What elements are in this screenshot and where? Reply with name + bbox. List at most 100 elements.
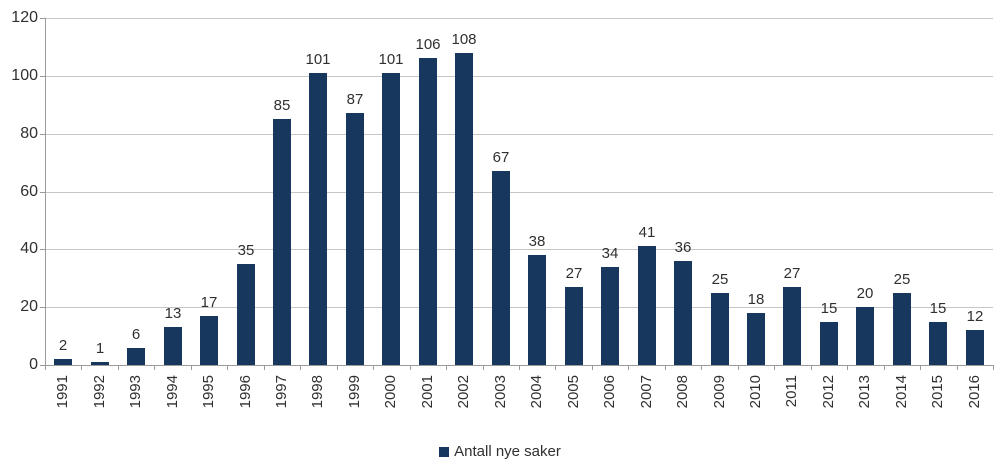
bar-value-label: 15 — [929, 300, 947, 317]
y-axis-tick-label: 20 — [20, 298, 38, 315]
x-axis-tick — [847, 365, 848, 370]
x-axis-tick-label: 1994 — [164, 375, 181, 409]
gridline — [45, 76, 993, 77]
bar-value-label: 20 — [856, 285, 874, 302]
bar — [346, 113, 364, 365]
bar-value-label: 13 — [164, 305, 182, 322]
x-axis-tick-label: 2006 — [601, 375, 618, 409]
x-axis-tick-label: 2005 — [565, 375, 582, 409]
y-axis-tick-label: 100 — [11, 67, 38, 84]
bar-value-label: 27 — [783, 265, 801, 282]
bar-value-label: 85 — [273, 97, 291, 114]
x-axis-tick — [884, 365, 885, 370]
bar-value-label: 87 — [346, 91, 364, 108]
x-axis-tick — [191, 365, 192, 370]
bar — [91, 362, 109, 365]
bar — [200, 316, 218, 365]
y-axis-tick-label: 40 — [20, 240, 38, 257]
x-axis-tick-label: 1992 — [91, 375, 108, 409]
y-axis-tick-label: 80 — [20, 125, 38, 142]
y-axis-line — [45, 18, 46, 365]
y-axis-tick — [40, 18, 45, 19]
bar — [747, 313, 765, 365]
x-axis-tick-label: 2012 — [820, 375, 837, 409]
x-axis-tick-label: 1997 — [273, 375, 290, 409]
y-axis-tick — [40, 249, 45, 250]
y-axis-tick-label: 0 — [29, 356, 38, 373]
bar — [164, 327, 182, 365]
bar — [273, 119, 291, 365]
x-axis-tick — [410, 365, 411, 370]
y-axis-tick — [40, 307, 45, 308]
x-axis-tick — [957, 365, 958, 370]
x-axis-tick-label: 2001 — [419, 375, 436, 409]
x-axis-tick — [483, 365, 484, 370]
bar — [783, 287, 801, 365]
x-axis-tick — [993, 365, 994, 370]
x-axis-tick — [154, 365, 155, 370]
x-axis-tick — [337, 365, 338, 370]
bar-value-label: 67 — [492, 149, 510, 166]
x-axis-tick-label: 1998 — [309, 375, 326, 409]
x-axis-tick-label: 2014 — [893, 375, 910, 409]
x-axis-tick — [738, 365, 739, 370]
x-axis-tick-label: 2008 — [674, 375, 691, 409]
bar — [127, 348, 145, 365]
x-axis-tick-label: 1996 — [237, 375, 254, 409]
bar — [528, 255, 546, 365]
gridline — [45, 307, 993, 308]
x-axis-tick — [774, 365, 775, 370]
x-axis-tick-label: 1995 — [200, 375, 217, 409]
bar — [929, 322, 947, 365]
x-axis-tick — [519, 365, 520, 370]
y-axis-tick-label: 120 — [11, 9, 38, 26]
bar-value-label: 106 — [415, 36, 441, 53]
bar-value-label: 2 — [58, 337, 68, 354]
x-axis-tick — [118, 365, 119, 370]
bar — [419, 58, 437, 365]
x-axis-tick-label: 2016 — [966, 375, 983, 409]
bar-value-label: 36 — [674, 239, 692, 256]
bar — [492, 171, 510, 365]
x-axis-tick-label: 2000 — [382, 375, 399, 409]
legend-label: Antall nye saker — [454, 443, 561, 460]
bar — [638, 246, 656, 365]
x-axis-tick — [811, 365, 812, 370]
bar-value-label: 25 — [893, 271, 911, 288]
bar-value-label: 1 — [95, 340, 105, 357]
x-axis-tick-label: 1991 — [54, 375, 71, 409]
y-axis-tick-label: 60 — [20, 183, 38, 200]
bar-value-label: 101 — [305, 51, 331, 68]
x-axis-tick-label: 2011 — [783, 375, 800, 408]
x-axis-tick-label: 1999 — [346, 375, 363, 409]
bar-value-label: 101 — [378, 51, 404, 68]
bar — [382, 73, 400, 365]
bar — [711, 293, 729, 365]
gridline — [45, 249, 993, 250]
x-axis-tick-label: 2002 — [455, 375, 472, 409]
legend: Antall nye saker — [0, 443, 1000, 460]
bar-value-label: 27 — [565, 265, 583, 282]
x-axis-tick — [701, 365, 702, 370]
bar — [601, 267, 619, 365]
x-axis-tick-label: 2010 — [747, 375, 764, 409]
bar — [237, 264, 255, 365]
x-axis-tick — [264, 365, 265, 370]
y-axis-tick — [40, 365, 45, 366]
x-axis-tick — [555, 365, 556, 370]
bar-value-label: 38 — [528, 233, 546, 250]
bar-value-label: 41 — [638, 224, 656, 241]
bar — [54, 359, 72, 365]
x-axis-tick — [628, 365, 629, 370]
x-axis-tick-label: 2003 — [492, 375, 509, 409]
bar-value-label: 15 — [820, 300, 838, 317]
bar — [966, 330, 984, 365]
x-axis-tick — [592, 365, 593, 370]
bar — [674, 261, 692, 365]
x-axis-tick-label: 2013 — [856, 375, 873, 409]
y-axis-tick — [40, 76, 45, 77]
bar — [455, 53, 473, 365]
x-axis-tick-label: 2004 — [528, 375, 545, 409]
